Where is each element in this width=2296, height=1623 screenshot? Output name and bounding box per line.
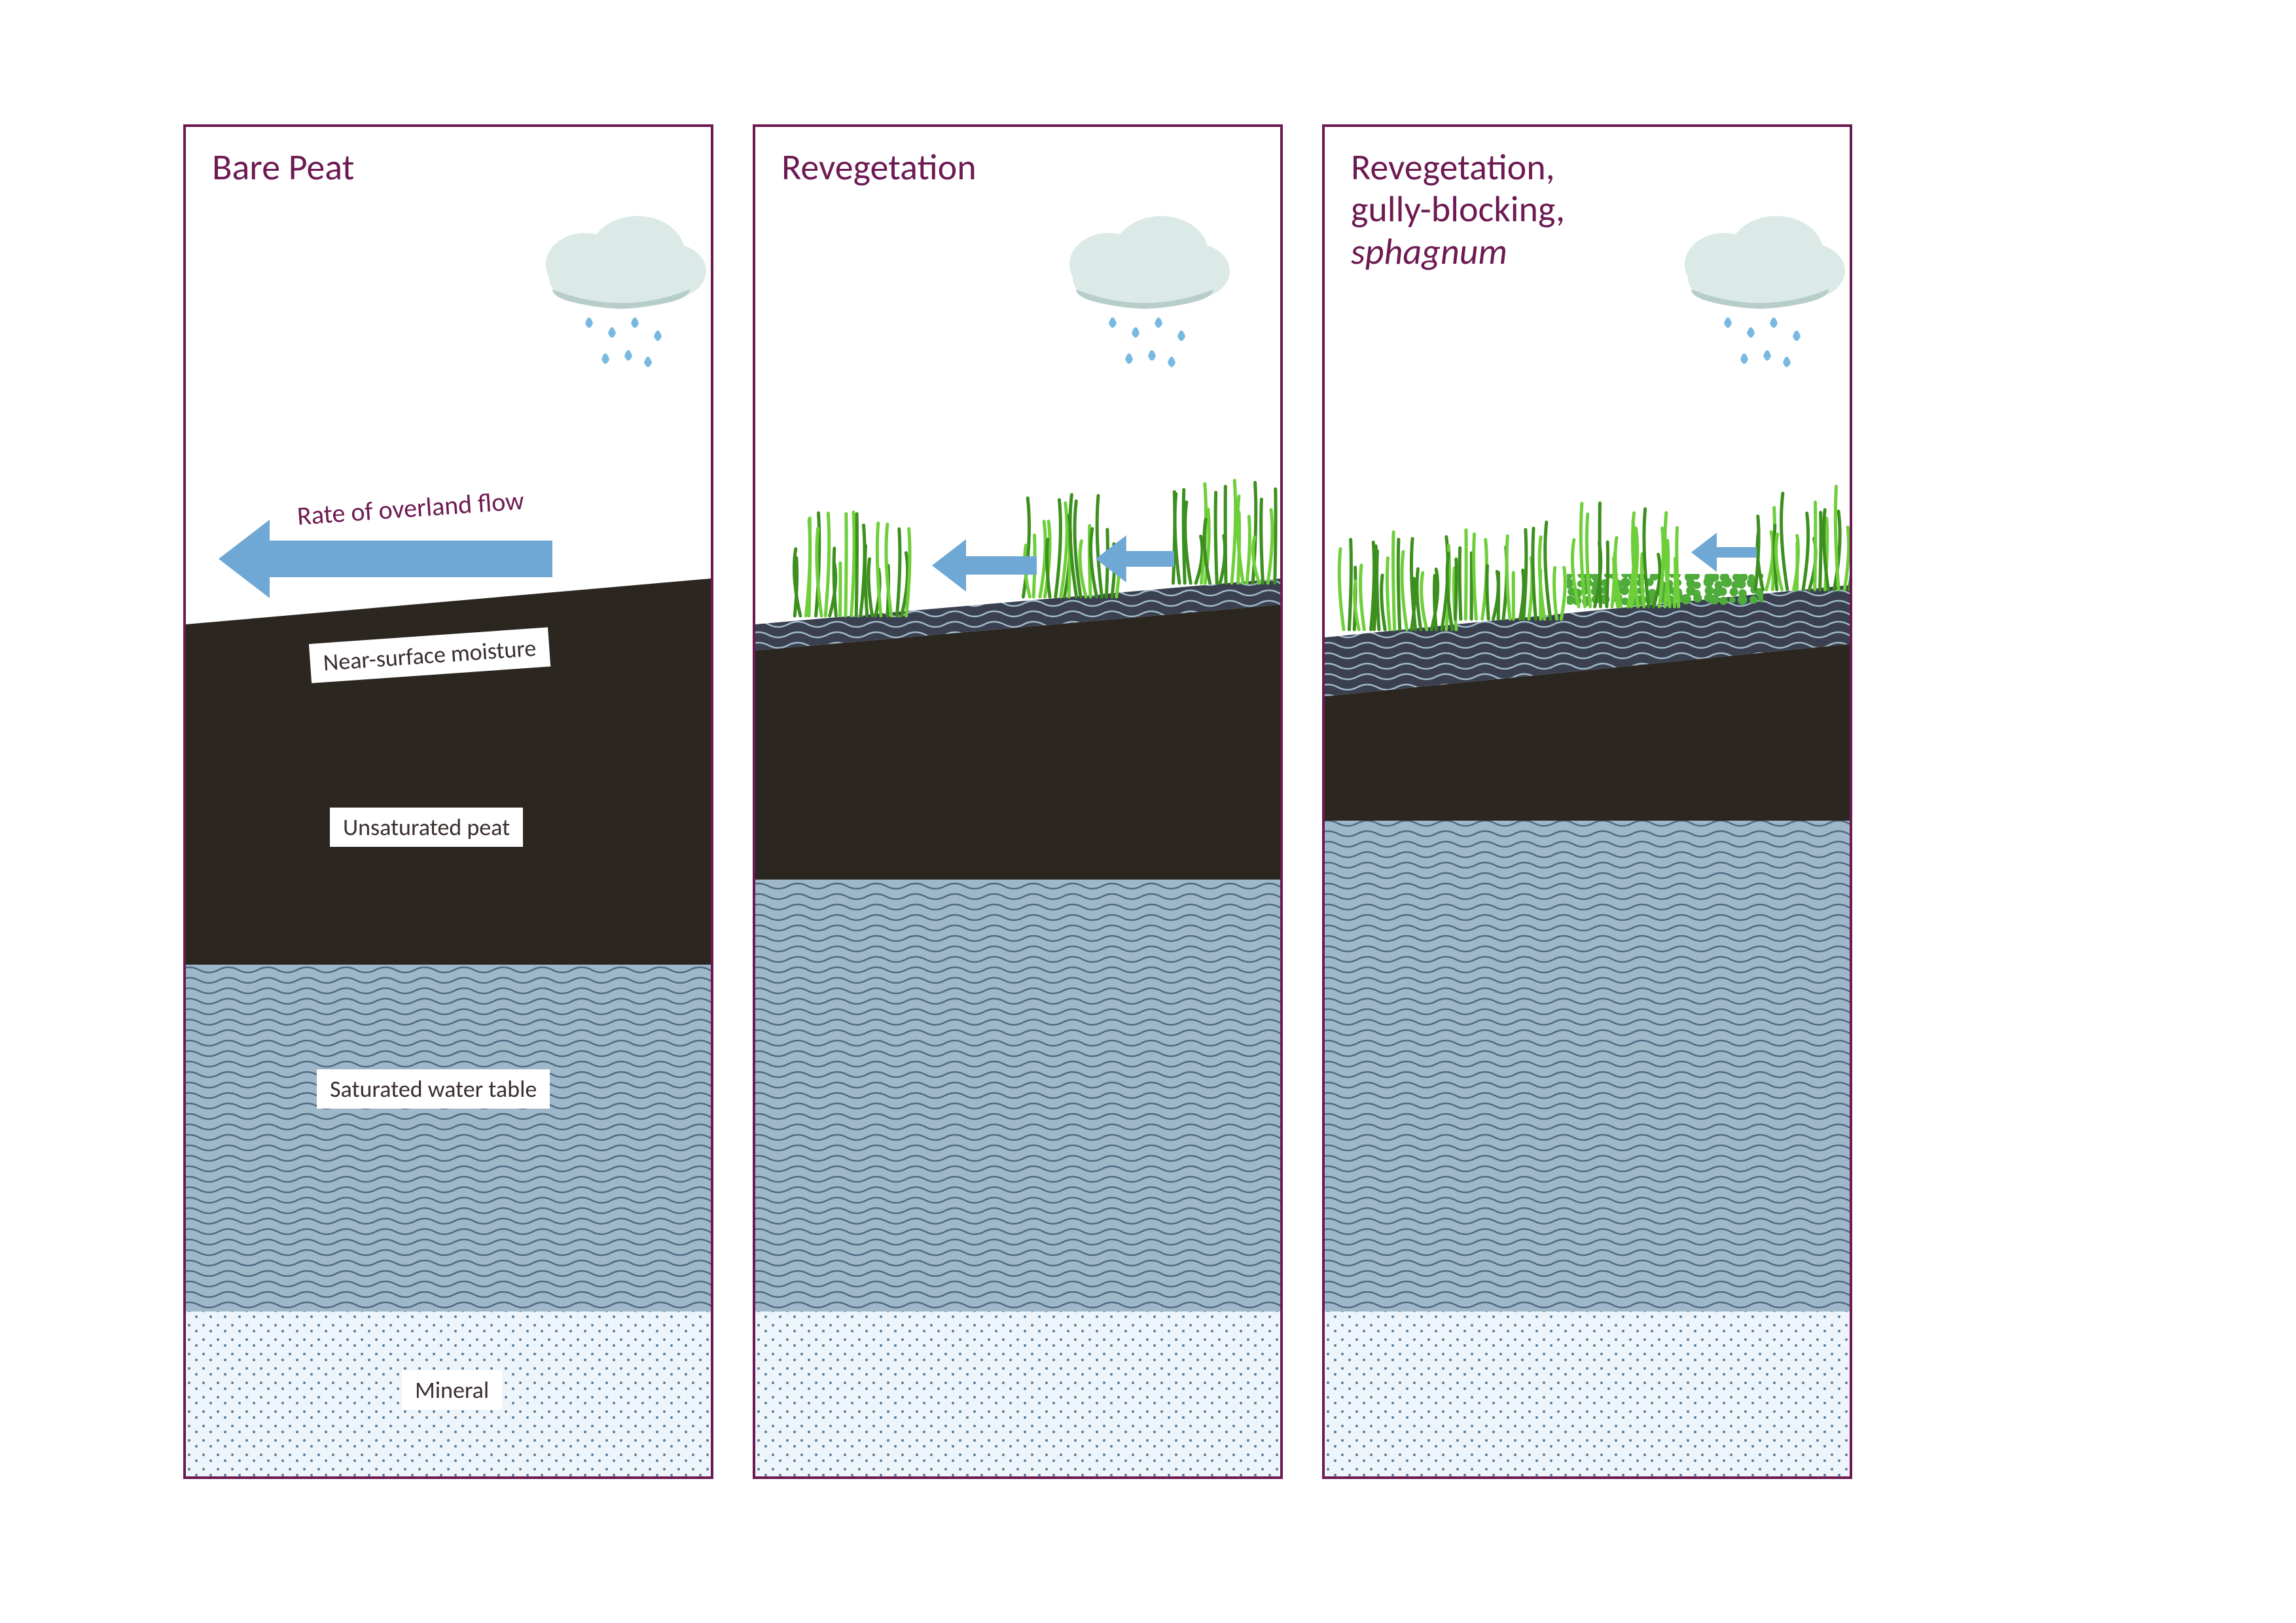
rain-cloud-icon — [1665, 205, 1852, 379]
panel-title: Revegetation,gully-blocking,sphagnum — [1351, 147, 1565, 273]
panel-revegetation: Revegetation — [753, 124, 1283, 1479]
panel-revegetation-gully-sphagnum: Revegetation,gully-blocking,sphagnum — [1322, 124, 1852, 1479]
diagram-container: Bare Peat Rate of overla — [183, 124, 1852, 1479]
rain-cloud-icon — [526, 205, 713, 379]
rain-cloud-icon — [1050, 205, 1240, 379]
layer-label: Saturated water table — [317, 1069, 550, 1109]
layer-label: Unsaturated peat — [330, 808, 523, 847]
panel-bare-peat: Bare Peat Rate of overla — [183, 124, 713, 1479]
panel-title: Bare Peat — [212, 147, 354, 188]
layer-label: Mineral — [402, 1370, 502, 1410]
panel-title: Revegetation — [781, 147, 977, 188]
